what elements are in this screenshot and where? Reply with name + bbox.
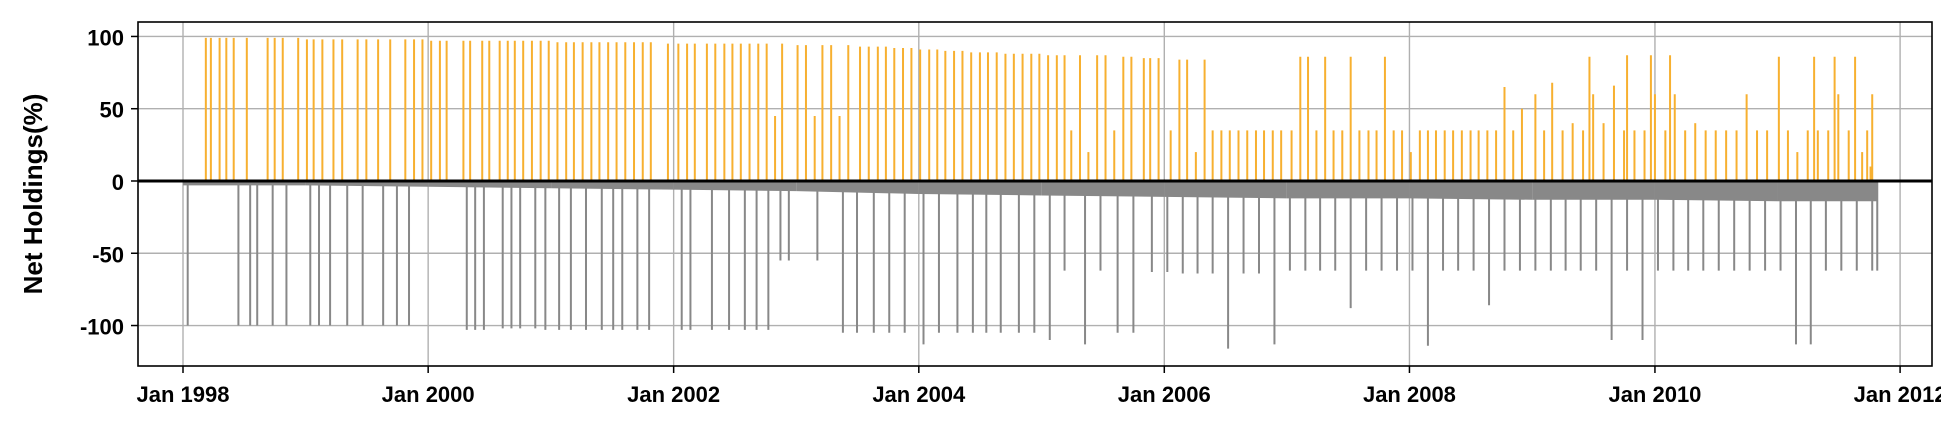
negative-baseline-band: [551, 180, 674, 190]
x-tick-label: Jan 2012: [1854, 382, 1941, 407]
negative-baseline-band: [1654, 180, 1778, 202]
negative-baseline-band: [1286, 180, 1410, 199]
x-tick-label: Jan 2008: [1363, 382, 1456, 407]
negative-baseline-band: [428, 180, 552, 189]
y-tick-label: 100: [87, 25, 124, 50]
axis-ticks: 100 50 0 -50 -100 Jan 1998 Jan 2000 Jan 2002 Jan…: [80, 25, 1941, 407]
negative-baseline-band: [1164, 180, 1287, 199]
x-tick-label: Jan 2004: [872, 382, 966, 407]
x-tick-label: Jan 2000: [382, 382, 475, 407]
x-tick-label: Jan 2010: [1608, 382, 1701, 407]
y-axis-label: Net Holdings(%): [18, 94, 48, 295]
x-tick-label: Jan 1998: [137, 382, 230, 407]
negative-baseline-band: [796, 180, 919, 194]
negative-baseline-band: [918, 180, 1042, 196]
negative-baseline-band: [1041, 180, 1165, 197]
plot-area-frame: [137, 21, 1933, 367]
negative-baseline-band: [673, 180, 797, 192]
y-tick-label: -50: [92, 242, 124, 267]
x-tick-label: Jan 2002: [627, 382, 720, 407]
negative-baseline-band: [1777, 180, 1878, 202]
y-tick-label: -100: [80, 315, 124, 340]
bar-series: [183, 37, 1879, 349]
x-tick-label: Jan 2006: [1118, 382, 1211, 407]
y-tick-label: 50: [100, 98, 124, 123]
y-tick-label: 0: [112, 170, 124, 195]
negative-baseline-band: [1409, 180, 1533, 200]
negative-baseline-band: [1532, 180, 1655, 200]
